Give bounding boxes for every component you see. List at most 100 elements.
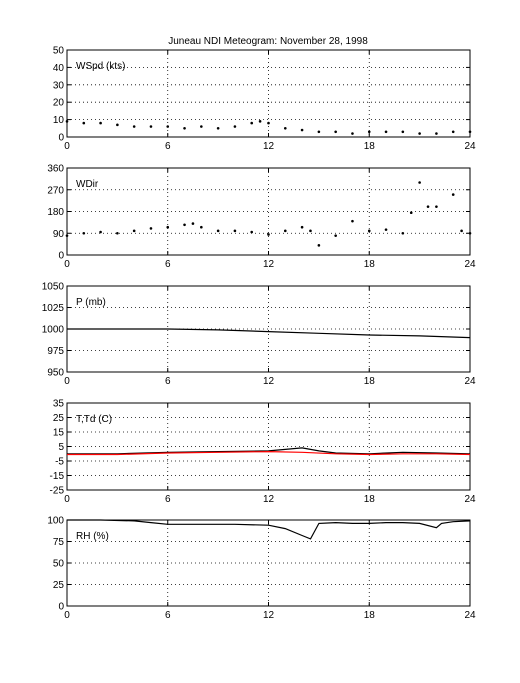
panel-2: 0 6 12 18 24 950 975 1000 1025 1050 P (mb) — [42, 282, 476, 388]
y-tick-label: 15 — [53, 428, 65, 439]
y-tick-label: 950 — [47, 368, 64, 379]
data-point — [401, 231, 405, 235]
y-tick-label: 1050 — [42, 282, 65, 293]
figure-title: Juneau NDI Meteogram: November 28, 1998 — [168, 36, 368, 47]
y-tick-label: -25 — [50, 486, 65, 497]
panel-label: T,Td (C) — [76, 414, 112, 425]
data-point — [99, 230, 102, 234]
panel-0: 0 6 12 18 24 0 10 20 30 40 50 WSpd (kts) — [53, 46, 476, 153]
x-tick-label: 24 — [464, 610, 476, 621]
data-point — [351, 132, 354, 135]
y-tick-label: 25 — [53, 580, 65, 591]
data-point — [426, 205, 430, 208]
y-tick-label: 25 — [53, 413, 65, 424]
y-tick-label: 50 — [53, 559, 65, 570]
y-tick-label: 5 — [58, 442, 64, 453]
data-point — [460, 229, 463, 233]
y-tick-label: 360 — [47, 164, 64, 175]
data-point — [300, 128, 304, 132]
x-tick-label: 18 — [364, 610, 376, 621]
data-point — [132, 229, 136, 233]
data-point — [233, 229, 237, 233]
data-point — [99, 121, 102, 125]
y-tick-label: 30 — [53, 80, 65, 91]
data-point — [384, 228, 388, 231]
series-1 — [67, 450, 471, 456]
data-point — [267, 233, 270, 236]
data-point — [435, 205, 438, 208]
data-point — [367, 130, 371, 134]
y-tick-label: -15 — [50, 471, 65, 482]
y-tick-label: 35 — [53, 399, 65, 410]
x-tick-label: 24 — [464, 141, 476, 152]
y-tick-label: 1000 — [42, 325, 65, 336]
data-point — [183, 223, 186, 227]
y-tick-label: 20 — [53, 98, 65, 109]
data-point — [258, 120, 262, 123]
x-tick-label: 24 — [464, 376, 476, 387]
data-point — [200, 225, 203, 229]
data-point — [384, 130, 388, 134]
data-point — [435, 132, 438, 135]
data-point — [451, 130, 455, 134]
panel-4: 0 6 12 18 24 0 25 50 75 100 RH (%) — [47, 516, 476, 622]
data-point — [216, 127, 220, 130]
data-point — [317, 244, 321, 247]
series-0 — [67, 447, 471, 455]
x-tick-label: 0 — [64, 376, 70, 387]
data-point — [233, 125, 237, 128]
data-point — [451, 193, 455, 196]
y-tick-label: 975 — [47, 346, 64, 357]
x-tick-label: 12 — [263, 141, 275, 152]
data-point — [132, 125, 136, 128]
y-tick-label: 0 — [58, 602, 64, 613]
data-point — [309, 229, 312, 233]
x-tick-label: 0 — [64, 259, 70, 270]
x-tick-label: 6 — [165, 494, 171, 505]
x-tick-label: 18 — [364, 376, 376, 387]
data-point — [250, 121, 254, 125]
data-point — [82, 121, 86, 125]
y-tick-label: 10 — [53, 115, 65, 126]
panel-label: P (mb) — [76, 297, 106, 308]
data-point — [191, 222, 195, 225]
panel-label: RH (%) — [76, 531, 109, 542]
data-point — [401, 130, 405, 134]
panel-1: 0 6 12 18 24 0 90 180 270 360 WDir — [47, 164, 476, 271]
data-point — [183, 127, 186, 130]
series-line — [67, 450, 471, 456]
panel-label: WSpd (kts) — [76, 61, 125, 72]
y-tick-label: 40 — [53, 63, 65, 74]
y-tick-label: 50 — [53, 46, 65, 57]
x-tick-label: 0 — [64, 141, 70, 152]
x-tick-label: 6 — [165, 376, 171, 387]
data-point — [149, 125, 153, 128]
y-tick-label: 0 — [58, 251, 64, 262]
data-point — [149, 227, 153, 230]
x-tick-label: 6 — [165, 259, 171, 270]
x-tick-label: 18 — [364, 259, 376, 270]
series-0 — [67, 328, 471, 339]
data-point — [468, 231, 472, 235]
x-tick-label: 18 — [364, 141, 376, 152]
x-tick-label: 6 — [165, 141, 171, 152]
data-point — [267, 121, 270, 125]
data-point — [334, 234, 337, 237]
panel-label: WDir — [76, 179, 99, 190]
data-point — [409, 211, 413, 215]
x-tick-label: 0 — [64, 494, 70, 505]
data-point — [418, 181, 421, 184]
data-point — [65, 120, 69, 123]
data-point — [468, 130, 472, 134]
y-tick-label: -5 — [55, 457, 64, 468]
x-tick-label: 6 — [165, 610, 171, 621]
data-point — [418, 132, 421, 135]
y-tick-label: 75 — [53, 537, 65, 548]
data-point — [65, 234, 69, 237]
x-tick-label: 12 — [263, 610, 275, 621]
data-point — [300, 225, 304, 229]
x-tick-label: 0 — [64, 610, 70, 621]
y-tick-label: 1025 — [42, 303, 65, 314]
y-tick-label: 0 — [58, 133, 64, 144]
